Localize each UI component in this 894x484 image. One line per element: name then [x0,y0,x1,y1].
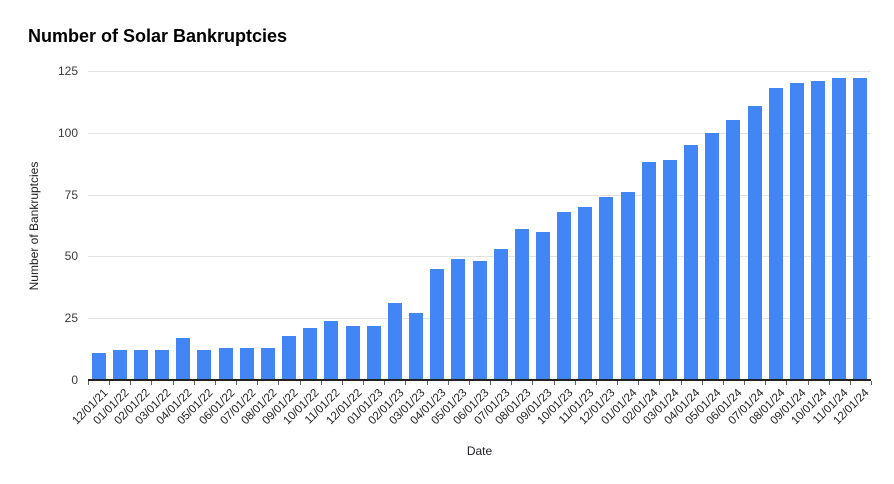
bar[interactable] [620,192,635,380]
bar[interactable] [493,248,508,380]
x-axis-tick [278,381,280,385]
bar[interactable] [345,325,360,380]
bar[interactable] [218,347,233,380]
x-axis-tick [151,381,153,385]
bar[interactable] [811,80,826,380]
bar[interactable] [684,145,699,380]
bar[interactable] [768,88,783,380]
bar[interactable] [387,303,402,380]
bar[interactable] [430,268,445,380]
x-axis-title: Date [466,444,493,458]
x-axis-tick [341,381,343,385]
bar[interactable] [641,162,656,380]
chart-title: Number of Solar Bankruptcies [28,26,288,46]
bar[interactable] [705,132,720,380]
bar[interactable] [197,350,212,380]
bar[interactable] [366,325,381,380]
bar[interactable] [514,229,529,380]
bar[interactable] [747,105,762,380]
x-axis-tick [786,381,788,385]
x-axis-tick [511,381,513,385]
bar[interactable] [726,120,741,380]
y-tick-label: 25 [64,311,78,326]
bar[interactable] [282,335,297,380]
y-tick-label: 50 [64,249,78,264]
bar[interactable] [578,206,593,380]
x-axis-tick [193,381,195,385]
bar[interactable] [557,211,572,380]
bar[interactable] [303,328,318,380]
gridline [88,132,871,134]
bar[interactable] [451,258,466,380]
x-axis-tick [299,381,301,385]
y-axis-title: Number of Bankruptcies [27,161,41,291]
x-axis-tick [468,381,470,385]
x-axis-tick [722,381,724,385]
bar[interactable] [155,350,170,380]
x-axis-tick [320,381,322,385]
y-tick-label: 75 [64,187,78,202]
x-axis-tick [172,381,174,385]
x-axis-tick [236,381,238,385]
bar[interactable] [789,83,804,380]
bar[interactable] [535,231,550,380]
x-axis-tick [701,381,703,385]
bar[interactable] [239,347,254,380]
x-axis-tick [807,381,809,385]
x-axis-tick [595,381,597,385]
x-axis-tick [214,381,216,385]
bar[interactable] [176,337,191,380]
gridline [88,256,871,258]
gridline [88,71,871,72]
x-axis-tick [553,381,555,385]
x-axis-tick [447,381,449,385]
gridline [88,194,871,196]
bar[interactable] [832,78,847,380]
x-axis-tick [109,381,111,385]
y-tick-label: 100 [57,125,78,140]
x-axis-tick [257,381,259,385]
x-axis-tick [659,381,661,385]
x-axis-tick [405,381,407,385]
x-axis-tick [617,381,619,385]
y-tick-label: 0 [71,373,78,387]
bar[interactable] [662,160,677,380]
bar[interactable] [472,261,487,380]
x-axis-tick [744,381,746,385]
bar[interactable] [599,197,614,380]
x-axis-tick [88,381,89,385]
x-axis-tick [871,381,872,385]
x-axis-tick [130,381,132,385]
bar[interactable] [91,352,106,380]
x-axis-tick [828,381,830,385]
bar[interactable] [112,350,127,380]
bar[interactable] [133,350,148,380]
bar[interactable] [260,347,275,380]
x-axis-line [88,379,871,381]
y-tick-label: 125 [57,64,78,78]
x-axis-tick [765,381,767,385]
plot-area[interactable] [88,71,871,381]
bar[interactable] [853,78,868,380]
x-axis-tick [574,381,576,385]
bar[interactable] [409,313,423,380]
x-axis-tick [490,381,492,385]
x-axis-tick [384,381,386,385]
x-axis-tick [532,381,534,385]
x-axis-tick [363,381,365,385]
bar[interactable] [324,320,339,380]
x-axis-tick [638,381,640,385]
x-tick-labels: 12/01/21 01/01/22 02/01/22 03/01/22 04/01/22… [70,387,872,447]
x-axis-tick [426,381,428,385]
x-axis-tick [849,381,851,385]
x-axis-tick [680,381,682,385]
